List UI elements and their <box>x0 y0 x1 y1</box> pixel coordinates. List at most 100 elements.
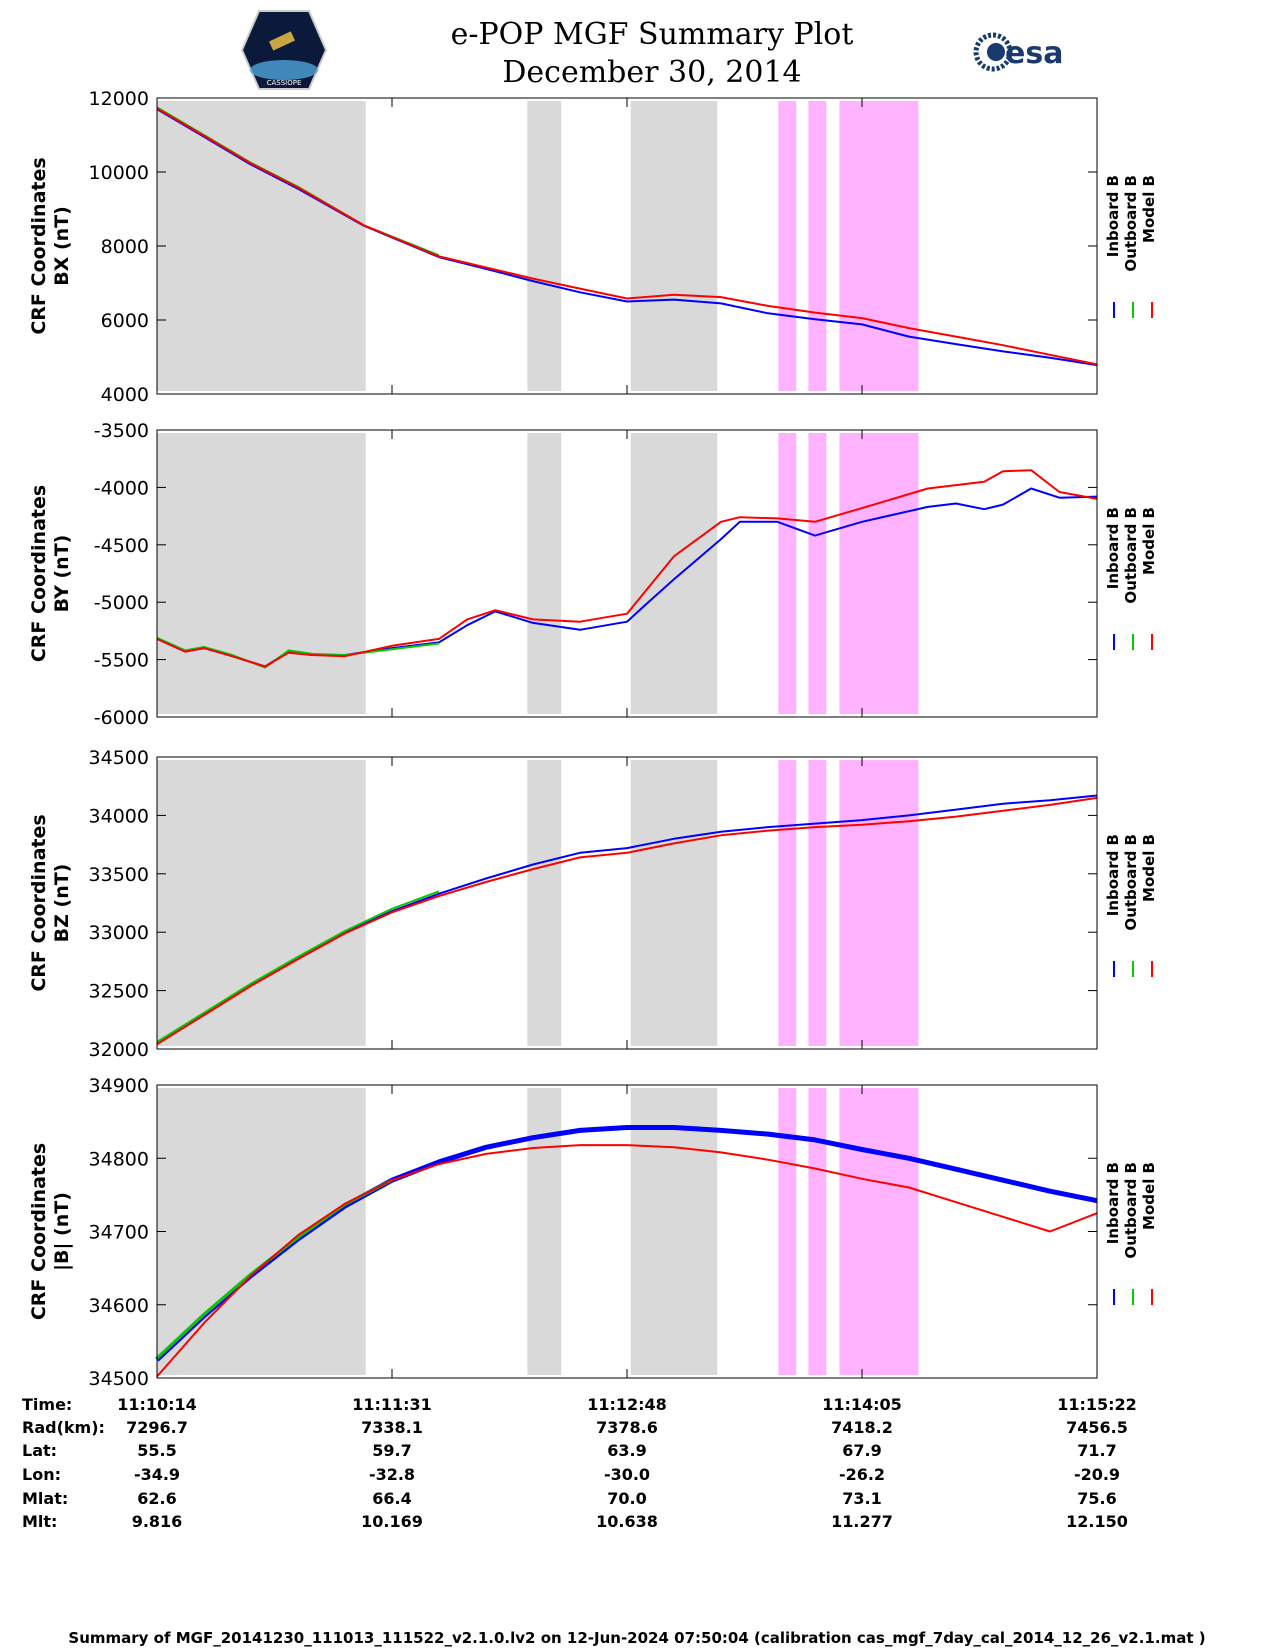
info-cell: 67.9 <box>842 1441 881 1460</box>
gray-region-3 <box>630 433 718 714</box>
gray-region-3 <box>630 101 718 391</box>
y-tick-label: 34700 <box>89 1222 149 1244</box>
info-cell: -20.9 <box>1074 1465 1120 1484</box>
pink-region-1 <box>778 101 797 391</box>
gray-region-1 <box>157 760 366 1046</box>
info-cell: 71.7 <box>1077 1441 1116 1460</box>
esa-logo-text: esa <box>1005 36 1063 71</box>
legend-label-2: Outboard B <box>1122 507 1140 604</box>
gray-region-3 <box>630 760 718 1046</box>
y-axis-label-line2: BY (nT) <box>51 535 73 613</box>
legend-label-2: Outboard B <box>1122 175 1140 272</box>
y-tick-label: 34600 <box>89 1295 149 1317</box>
legend-label-3: Model B <box>1140 175 1158 243</box>
series-model-b <box>156 796 1098 1046</box>
y-tick-label: 4000 <box>101 384 149 406</box>
pink-region-1 <box>778 433 797 714</box>
info-cell: 10.169 <box>361 1512 423 1531</box>
y-axis-label-line2: BZ (nT) <box>51 864 73 943</box>
series-model-b <box>156 1144 1098 1378</box>
info-cell: 75.6 <box>1077 1489 1116 1508</box>
pink-region-1 <box>778 760 797 1046</box>
y-axis-label-line1: CRF Coordinates <box>28 814 50 991</box>
y-tick-label: 33000 <box>89 922 149 944</box>
info-cell: 11:11:31 <box>352 1395 432 1414</box>
info-cell: 66.4 <box>372 1489 411 1508</box>
info-row-label: Lon: <box>22 1465 61 1484</box>
page-title-line2: December 30, 2014 <box>502 55 801 90</box>
pink-region-2 <box>808 760 827 1046</box>
y-tick-label: 34800 <box>89 1148 149 1170</box>
legend-label-1: Inboard B <box>1104 834 1122 916</box>
legend-label-1: Inboard B <box>1104 507 1122 589</box>
gray-region-3 <box>630 1088 718 1375</box>
info-cell: 73.1 <box>842 1489 881 1508</box>
pink-region-3 <box>839 433 919 714</box>
legend-label-3: Model B <box>1140 507 1158 575</box>
info-cell: 55.5 <box>137 1441 176 1460</box>
pink-region-2 <box>808 101 827 391</box>
chart-panel-1: 4000 6000 8000 10000 12000 CRF Coordinates BX … <box>28 88 1158 406</box>
info-row-label: Time: <box>22 1395 72 1414</box>
y-tick-label: 34500 <box>89 1368 149 1390</box>
y-tick-label: -5000 <box>94 592 149 614</box>
header: CASSIOPE e-POP MGF Summary Plot December… <box>240 10 1063 90</box>
info-cell: 70.0 <box>607 1489 646 1508</box>
y-tick-label: 33500 <box>89 864 149 886</box>
info-cell: 7296.7 <box>126 1418 188 1437</box>
info-cell: 59.7 <box>372 1441 411 1460</box>
series-inboard-b <box>156 794 1098 1045</box>
gray-region-2 <box>527 101 562 391</box>
info-cell: 12.150 <box>1066 1512 1128 1531</box>
info-cell: 11.277 <box>831 1512 893 1531</box>
chart-panel-3: 32000 32500 33000 33500 34000 34500 CRF Coordi… <box>28 747 1158 1061</box>
esa-logo: esa <box>973 32 1063 72</box>
info-row-label: Mlt: <box>22 1512 57 1531</box>
info-cell: 11:14:05 <box>822 1395 902 1414</box>
info-row-label: Rad(km): <box>22 1418 105 1437</box>
y-tick-label: -4000 <box>94 477 149 499</box>
info-row-label: Mlat: <box>22 1489 68 1508</box>
cassiope-logo: CASSIOPE <box>240 10 328 90</box>
info-cell: 11:15:22 <box>1057 1395 1137 1414</box>
pink-region-1 <box>778 1088 797 1375</box>
gray-region-2 <box>527 433 562 714</box>
info-cell: -34.9 <box>134 1465 180 1484</box>
pink-region-3 <box>839 101 919 391</box>
info-cell: 7456.5 <box>1066 1418 1128 1437</box>
pink-region-3 <box>839 760 919 1046</box>
info-cell: 7378.6 <box>596 1418 658 1437</box>
y-tick-label: 6000 <box>101 310 149 332</box>
y-tick-label: -3500 <box>94 420 149 442</box>
info-cell: 62.6 <box>137 1489 176 1508</box>
y-axis-label-line2: |B| (nT) <box>51 1192 73 1271</box>
info-cell: -30.0 <box>604 1465 650 1484</box>
pink-region-2 <box>808 1088 827 1375</box>
y-tick-label: -4500 <box>94 535 149 557</box>
series-model-b <box>156 107 1098 366</box>
series-outboard-b <box>156 890 440 1043</box>
info-cell: 63.9 <box>607 1441 646 1460</box>
gray-region-1 <box>157 101 366 391</box>
y-tick-label: 12000 <box>89 88 149 110</box>
page-title-line1: e-POP MGF Summary Plot <box>451 17 854 52</box>
legend-label-3: Model B <box>1140 834 1158 902</box>
gray-region-1 <box>157 433 366 714</box>
info-cell: -32.8 <box>369 1465 415 1484</box>
footer-caption: Summary of MGF_20141230_111013_111522_v2… <box>68 1629 1205 1647</box>
y-tick-label: 34900 <box>89 1075 149 1097</box>
y-axis-label-line2: BX (nT) <box>51 206 73 286</box>
info-cell: 11:12:48 <box>587 1395 667 1414</box>
info-cell: -26.2 <box>839 1465 885 1484</box>
info-cell: 11:10:14 <box>117 1395 197 1414</box>
gray-region-2 <box>527 1088 562 1375</box>
legend-label-1: Inboard B <box>1104 1162 1122 1244</box>
info-cell: 10.638 <box>596 1512 658 1531</box>
y-axis-label-line1: CRF Coordinates <box>28 157 50 334</box>
info-row-label: Lat: <box>22 1441 57 1460</box>
legend-label-2: Outboard B <box>1122 1162 1140 1259</box>
y-tick-label: -5500 <box>94 650 149 672</box>
info-cell: 9.816 <box>132 1512 183 1531</box>
y-tick-label: 34000 <box>89 805 149 827</box>
